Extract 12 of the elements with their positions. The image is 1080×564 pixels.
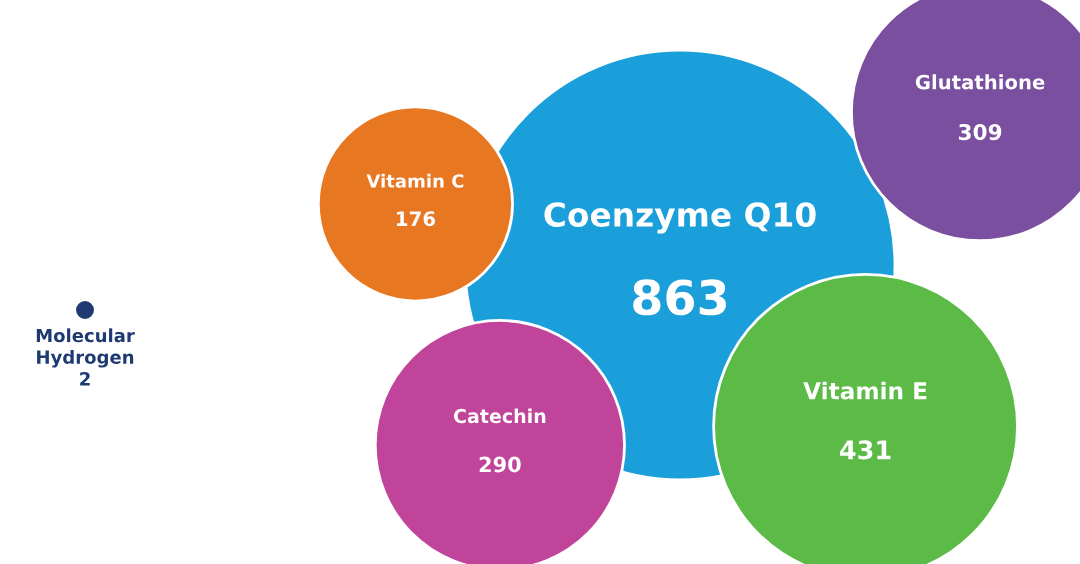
data-label: 431 — [840, 440, 891, 460]
category-label: Molecular Hydrogen — [36, 328, 135, 368]
data-label: 290 — [479, 456, 521, 473]
data-label: 176 — [396, 211, 436, 227]
category-label: Vitamin C — [366, 173, 464, 188]
category-label: Coenzyme Q10 — [544, 202, 816, 234]
category-label: Vitamin E — [803, 381, 927, 400]
data-label: 309 — [958, 123, 1002, 141]
category-label: Catechin — [453, 408, 546, 424]
data-label: 863 — [633, 279, 726, 316]
data-label: 2 — [80, 371, 90, 386]
category-label: Glutathione — [915, 74, 1045, 90]
